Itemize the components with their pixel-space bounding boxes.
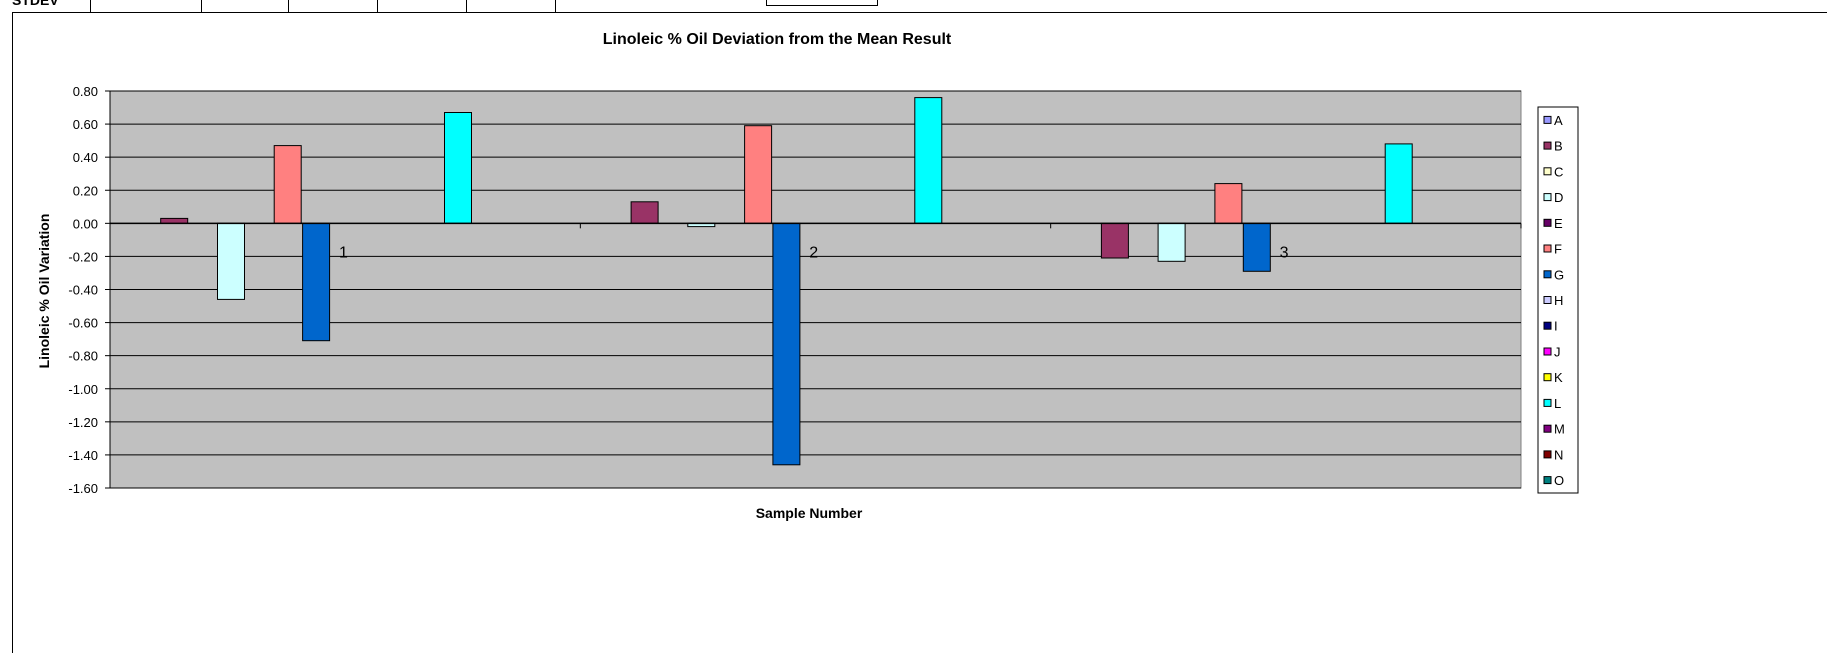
y-tick-label: 0.80 [73, 84, 98, 99]
y-tick-label: -0.20 [68, 249, 98, 264]
bar-F-2 [745, 126, 772, 224]
y-tick-label: 0.00 [73, 216, 98, 231]
legend-label-G: G [1554, 267, 1564, 282]
bar-D-3 [1158, 223, 1185, 261]
legend-label-K: K [1554, 370, 1563, 385]
y-tick-label: -1.60 [68, 481, 98, 496]
bar-L-2 [915, 98, 942, 224]
legend-label-J: J [1554, 345, 1561, 360]
plot-area: 0.80 0.60 0.40 0.20 0.00 -0.20 -0.40 -0.60 -0.80… [68, 84, 1521, 496]
legend-swatch-D [1544, 194, 1551, 201]
bar-B-3 [1101, 223, 1128, 258]
y-tick-label: 0.20 [73, 183, 98, 198]
header-fragment: STDEV [12, 0, 59, 8]
legend-swatch-J [1544, 348, 1551, 355]
legend-swatch-M [1544, 425, 1551, 432]
legend-swatch-O [1544, 477, 1551, 484]
y-axis-title: Linoleic % Oil Variation [36, 214, 52, 369]
legend-swatch-A [1544, 116, 1551, 123]
y-tick-label: -1.40 [68, 448, 98, 463]
x-category-label: 2 [809, 244, 818, 261]
y-tick-label: -1.00 [68, 382, 98, 397]
legend-label-L: L [1554, 396, 1561, 411]
legend-swatch-I [1544, 322, 1551, 329]
x-category-label: 3 [1280, 244, 1289, 261]
bar-B-2 [631, 202, 658, 224]
legend-label-B: B [1554, 139, 1563, 154]
x-category-label: 1 [339, 244, 348, 261]
bar-G-3 [1243, 223, 1270, 271]
legend-label-E: E [1554, 216, 1563, 231]
bar-F-1 [274, 146, 301, 224]
bar-G-1 [303, 223, 330, 340]
bar-F-3 [1215, 184, 1242, 224]
chart-title: Linoleic % Oil Deviation from the Mean R… [603, 31, 952, 48]
bar-L-3 [1385, 144, 1412, 223]
chart-svg: Linoleic % Oil Deviation from the Mean R… [13, 13, 1827, 653]
bar-D-1 [218, 223, 245, 299]
y-tick-label: 0.40 [73, 150, 98, 165]
legend-swatch-L [1544, 399, 1551, 406]
legend-label-O: O [1554, 473, 1564, 488]
legend-swatch-H [1544, 297, 1551, 304]
legend-swatch-E [1544, 219, 1551, 226]
legend-label-H: H [1554, 293, 1563, 308]
chart-area[interactable]: Linoleic % Oil Deviation from the Mean R… [12, 12, 1827, 653]
legend-label-D: D [1554, 190, 1563, 205]
y-tick-label: -0.40 [68, 283, 98, 298]
legend-swatch-G [1544, 271, 1551, 278]
y-tick-label: -0.80 [68, 349, 98, 364]
x-axis-title: Sample Number [756, 505, 863, 521]
legend-label-F: F [1554, 242, 1562, 257]
y-tick-label: -1.20 [68, 415, 98, 430]
legend-swatch-K [1544, 374, 1551, 381]
bar-G-2 [773, 223, 800, 464]
y-tick-label: 0.60 [73, 117, 98, 132]
y-tick-label: -0.60 [68, 316, 98, 331]
legend-label-M: M [1554, 422, 1565, 437]
bar-L-1 [445, 113, 472, 224]
worksheet-cell [766, 0, 878, 6]
legend-label-N: N [1554, 447, 1563, 462]
legend-swatch-N [1544, 451, 1551, 458]
legend-swatch-F [1544, 245, 1551, 252]
legend-label-A: A [1554, 113, 1563, 128]
legend-swatch-C [1544, 168, 1551, 175]
legend-label-I: I [1554, 319, 1558, 334]
legend-swatch-B [1544, 142, 1551, 149]
legend-label-C: C [1554, 164, 1563, 179]
